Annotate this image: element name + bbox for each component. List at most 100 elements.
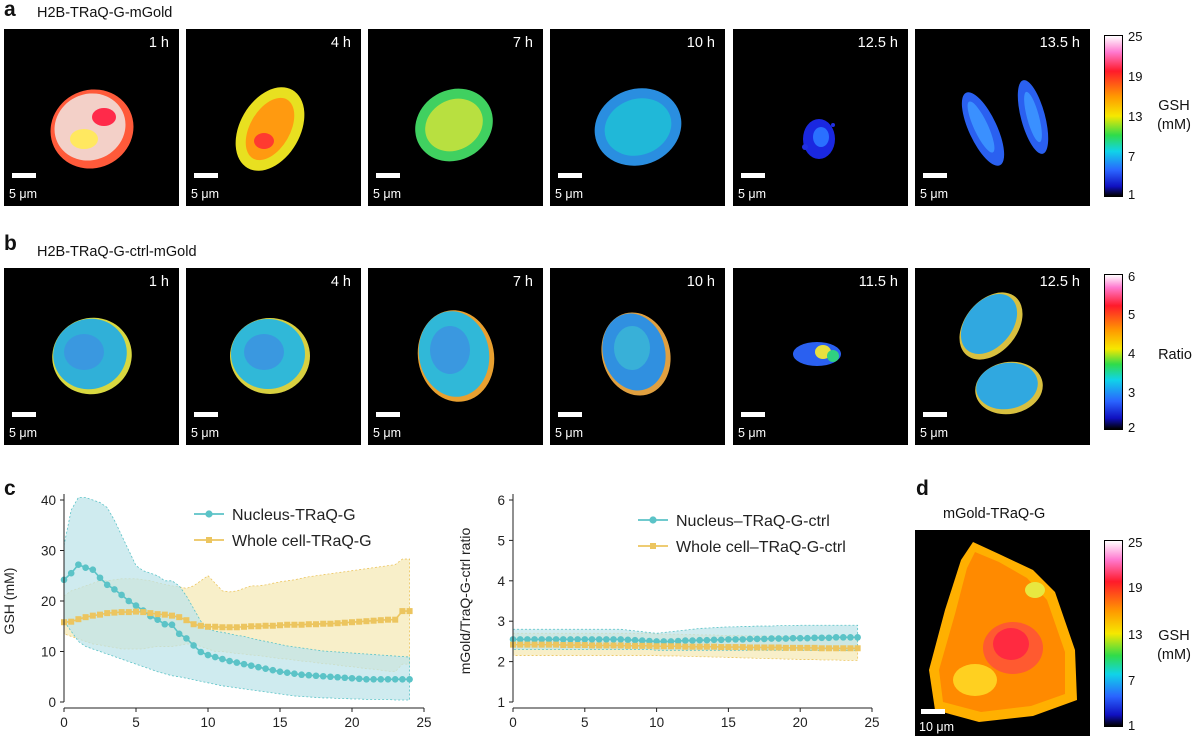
data-point xyxy=(313,621,319,628)
data-point xyxy=(233,624,240,631)
legend-marker xyxy=(206,537,212,543)
data-point xyxy=(746,644,753,651)
x-tick-label: 0 xyxy=(60,715,68,730)
data-point xyxy=(262,665,269,672)
panel-label-b: b xyxy=(4,232,17,255)
panel-a-title: H2B-TRaQ-G-mGold xyxy=(37,5,173,21)
data-point xyxy=(406,675,413,683)
colorbar-tick: 1 xyxy=(1128,187,1136,202)
data-point xyxy=(370,675,377,683)
scale-bar xyxy=(741,412,765,417)
data-point xyxy=(717,636,725,644)
y-axis-label: mGold/TraQ-G-ctrl ratio xyxy=(457,528,473,675)
x-tick-label: 0 xyxy=(509,715,517,730)
data-point xyxy=(334,620,341,627)
data-point xyxy=(103,581,111,589)
data-point xyxy=(553,641,560,648)
data-point xyxy=(610,636,617,643)
scale-bar xyxy=(741,173,765,178)
data-point xyxy=(118,609,125,616)
data-point xyxy=(768,644,775,651)
data-point xyxy=(689,643,696,650)
data-point xyxy=(319,672,327,680)
data-point xyxy=(327,673,334,681)
data-point xyxy=(818,634,826,642)
scale-bar-label: 5 μm xyxy=(191,426,220,440)
data-point xyxy=(334,673,341,681)
data-point xyxy=(204,651,212,659)
y-tick-label: 1 xyxy=(497,695,505,710)
data-point xyxy=(624,642,631,649)
micrograph-a-6: 13.5 h 5 μm xyxy=(915,29,1090,206)
data-point xyxy=(711,643,718,650)
x-tick-label: 15 xyxy=(721,715,736,730)
scale-bar xyxy=(923,412,947,417)
data-point xyxy=(175,630,183,638)
time-label: 1 h xyxy=(148,274,169,290)
data-point xyxy=(818,645,825,652)
time-label: 12.5 h xyxy=(857,35,898,51)
colorbar-tick: 25 xyxy=(1128,29,1143,44)
data-point xyxy=(675,643,682,650)
data-point xyxy=(349,619,355,626)
data-point xyxy=(603,636,610,643)
data-point xyxy=(154,611,161,618)
data-point xyxy=(574,636,581,643)
time-label: 4 h xyxy=(330,274,351,290)
data-point xyxy=(89,612,96,619)
data-point xyxy=(847,634,854,641)
data-point xyxy=(240,660,248,668)
scale-bar-label: 5 μm xyxy=(191,187,220,201)
y-axis-label: GSH (mM) xyxy=(1,568,17,635)
colorbar-tick: 3 xyxy=(1128,385,1136,400)
data-point xyxy=(161,620,169,628)
data-point xyxy=(790,644,797,651)
data-point xyxy=(667,638,675,645)
scale-bar-label: 5 μm xyxy=(555,426,584,440)
data-point xyxy=(832,634,840,641)
data-point xyxy=(682,637,689,644)
data-point xyxy=(696,643,703,650)
data-point xyxy=(89,566,97,573)
scale-bar-label: 5 μm xyxy=(920,426,949,440)
y-tick-label: 2 xyxy=(497,655,505,670)
data-point xyxy=(212,623,219,630)
scale-bar xyxy=(376,412,400,417)
legend-marker xyxy=(649,516,657,524)
data-point xyxy=(377,617,384,624)
data-point xyxy=(205,623,211,630)
time-label: 13.5 h xyxy=(1039,35,1080,51)
time-label: 7 h xyxy=(512,35,533,51)
data-point xyxy=(567,636,574,643)
data-point xyxy=(132,602,140,609)
data-point xyxy=(262,622,269,629)
data-point xyxy=(797,644,804,651)
y-tick-label: 0 xyxy=(48,695,56,710)
data-point xyxy=(545,641,552,648)
data-point xyxy=(276,668,284,675)
data-point xyxy=(588,642,595,649)
colorbar-tick: 7 xyxy=(1128,149,1136,164)
data-point xyxy=(696,636,703,644)
data-point xyxy=(531,641,538,648)
x-tick-label: 20 xyxy=(793,715,808,730)
colorbar-tick: 1 xyxy=(1128,718,1136,733)
data-point xyxy=(283,669,291,677)
data-point xyxy=(725,644,732,651)
time-label: 7 h xyxy=(512,274,533,290)
time-label: 11.5 h xyxy=(858,274,898,290)
data-point xyxy=(75,616,82,623)
time-label: 1 h xyxy=(148,35,169,51)
panel-label-d: d xyxy=(916,477,929,500)
scale-bar-label: 5 μm xyxy=(9,426,38,440)
data-point xyxy=(125,609,132,616)
scale-bar-label: 5 μm xyxy=(373,187,402,201)
y-tick-label: 6 xyxy=(497,493,505,508)
data-point xyxy=(233,659,241,666)
legend-marker xyxy=(205,510,213,518)
data-point xyxy=(190,621,197,628)
data-point xyxy=(825,634,833,642)
scale-bar xyxy=(12,173,36,178)
data-point xyxy=(632,642,639,649)
